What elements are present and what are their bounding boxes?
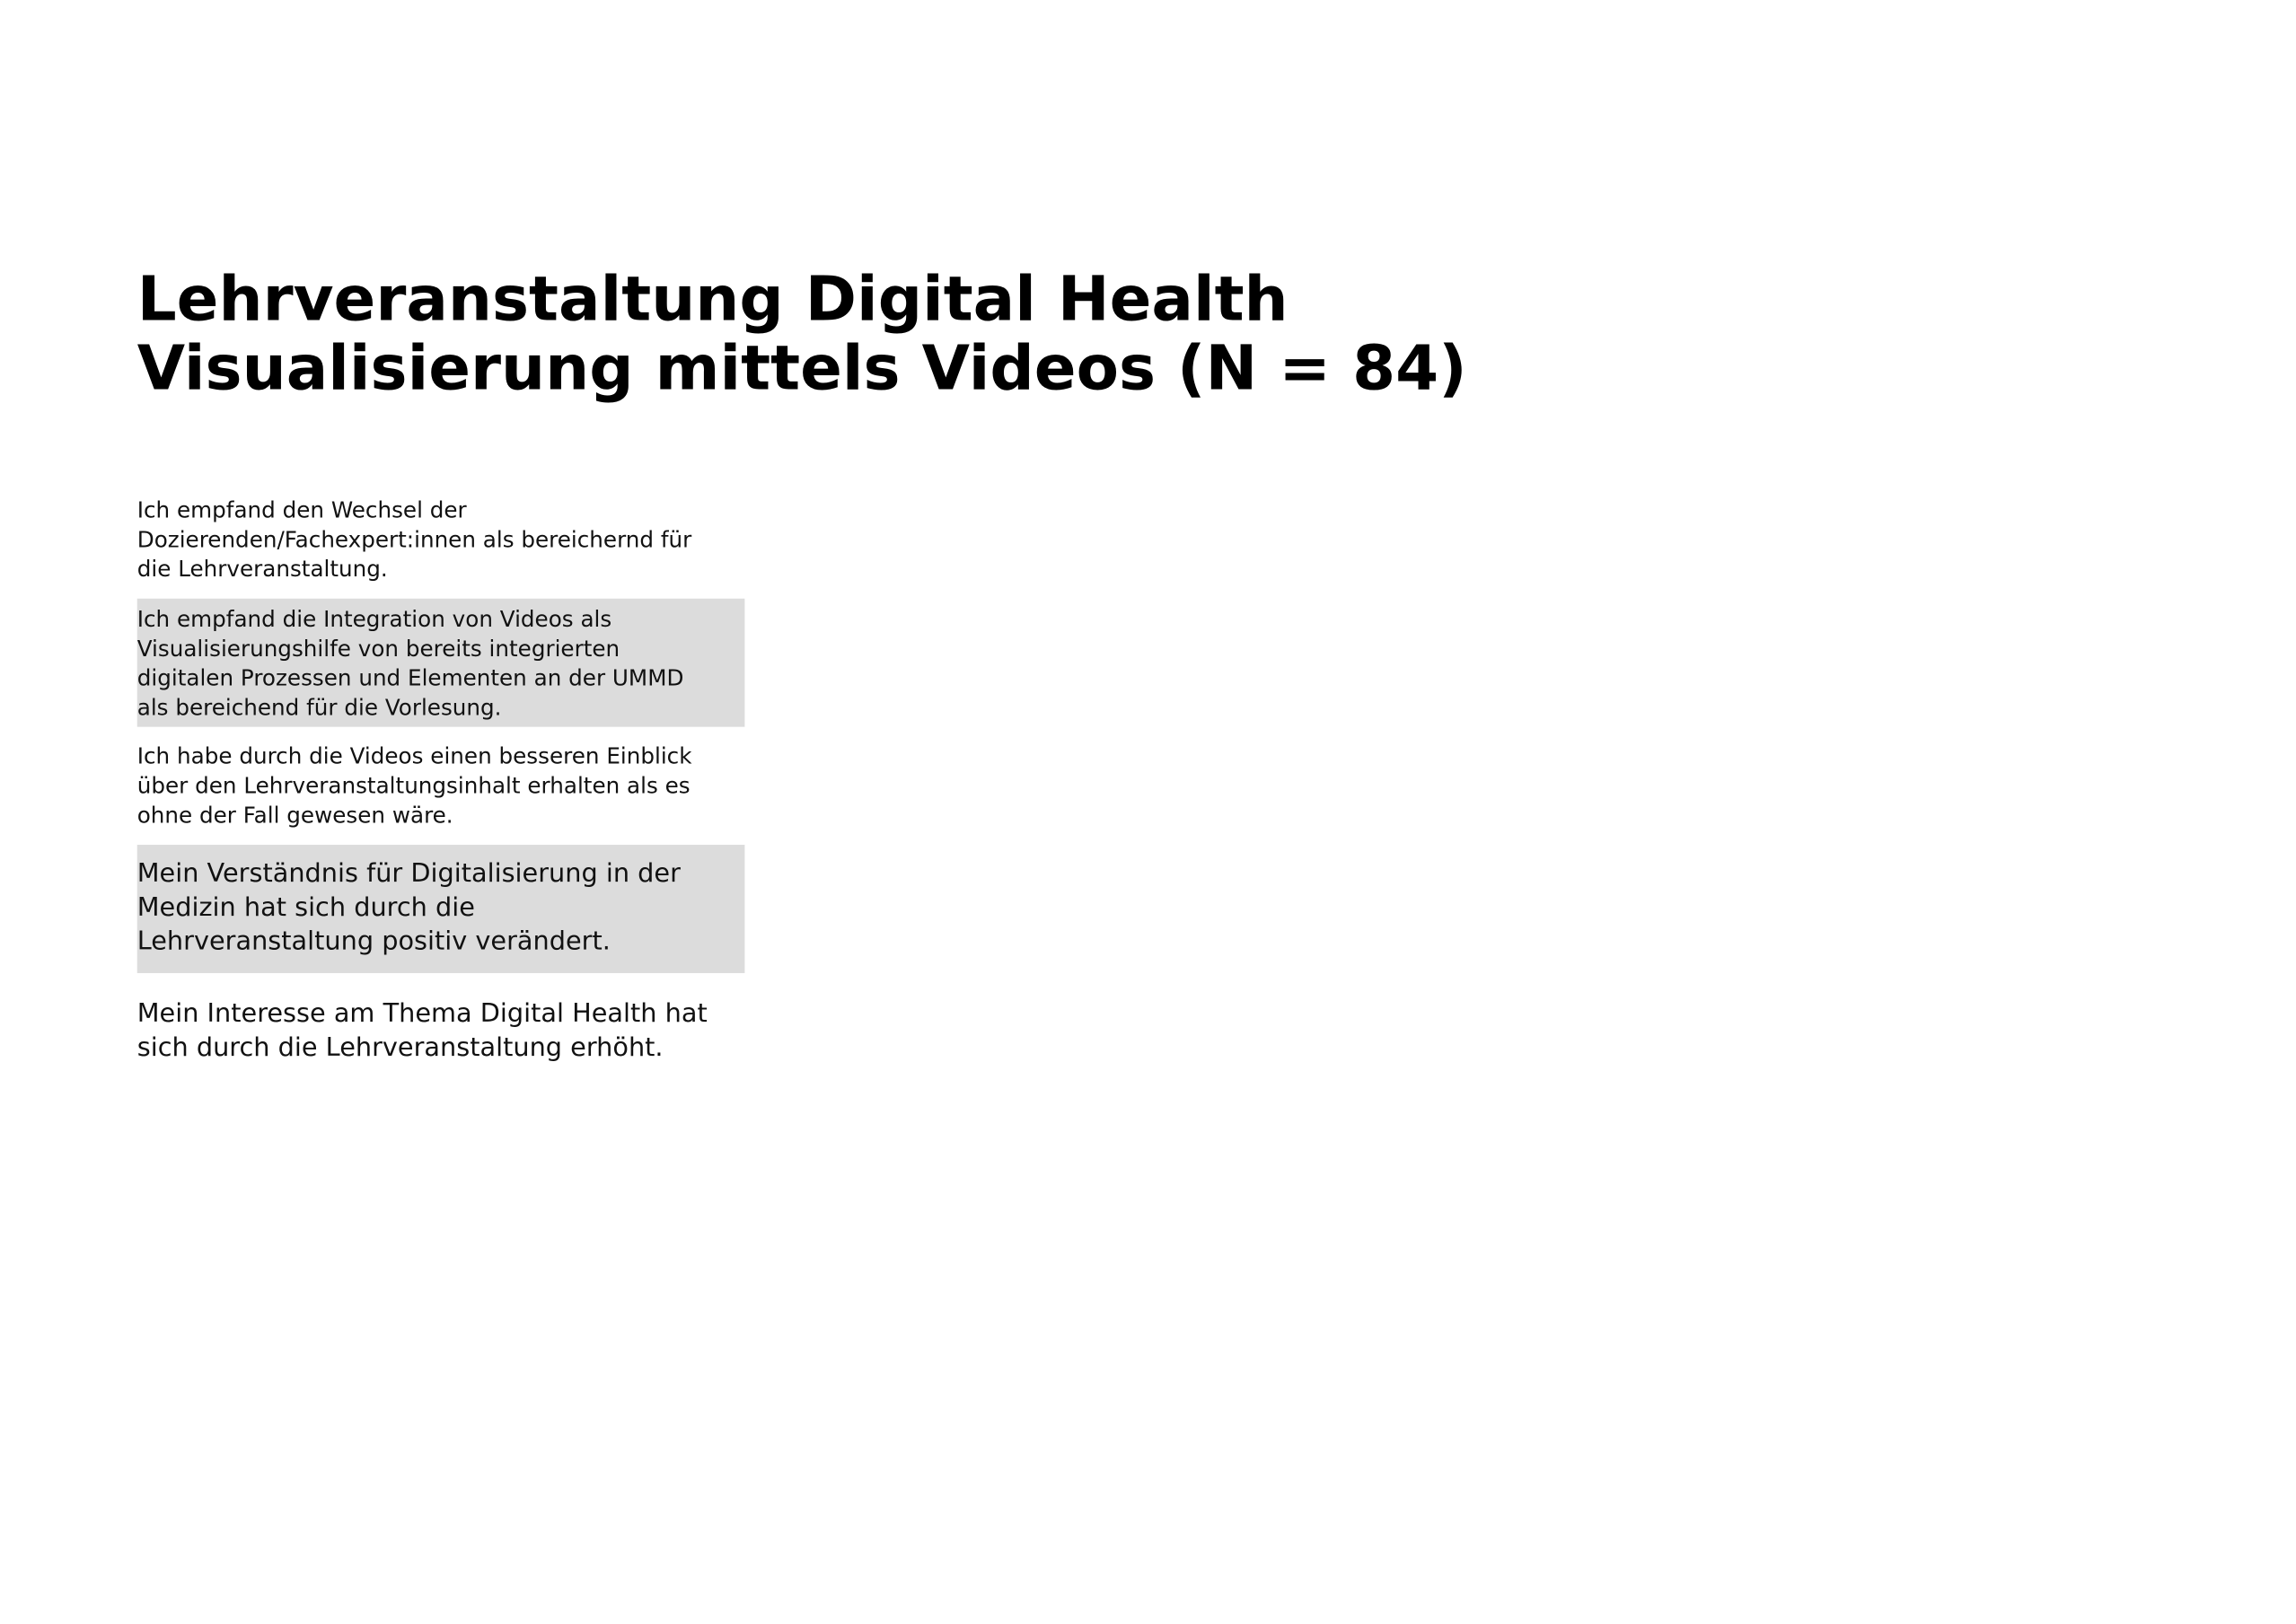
category-label: Ich empfand den Wechsel der Dozierenden/… — [136, 496, 692, 582]
category-label: Mein Interesse am Thema Digital Health h… — [136, 998, 708, 1063]
category-label: Mein Verständnis für Digitalisierung in … — [136, 845, 745, 973]
chart-subtitle: Visualisierung mittels Videos (N = 84) — [136, 331, 1467, 404]
category-label: Ich empfand die Integration von Videos a… — [136, 598, 745, 727]
chart-title: Lehrveranstaltung Digital Health — [136, 262, 1289, 335]
category-label: Ich habe durch die Videos einen besseren… — [136, 742, 692, 829]
